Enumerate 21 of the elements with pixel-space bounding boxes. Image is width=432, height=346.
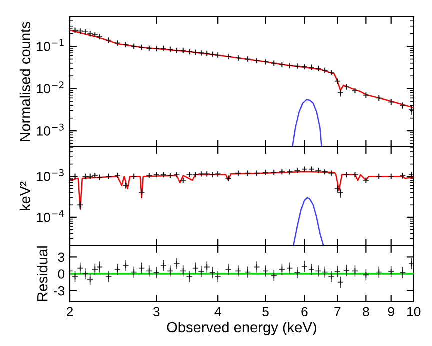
y-axis-title: Residual bbox=[37, 246, 48, 302]
y-tick-label: -3 bbox=[54, 286, 65, 296]
y-axis-title: Normalised counts bbox=[20, 22, 31, 142]
y-tick-label: 3 bbox=[58, 252, 65, 262]
y-tick-label: 10$^{−2}$ bbox=[37, 82, 64, 94]
x-tick-label: 6 bbox=[302, 307, 308, 317]
y-tick-label: 10$^{−1}$ bbox=[37, 39, 64, 52]
x-tick-label: 3 bbox=[153, 307, 160, 317]
y-tick-label: 10$^{−3}$ bbox=[37, 169, 64, 182]
y-tick-label: 0 bbox=[58, 270, 65, 279]
x-tick-label: 5 bbox=[262, 307, 269, 317]
x-tick-label: 7 bbox=[334, 307, 341, 316]
y-tick-label: 10$^{−4}$ bbox=[37, 210, 64, 222]
x-tick-label: 9 bbox=[388, 307, 394, 317]
x-tick-label: 2 bbox=[66, 307, 73, 316]
x-tick-label: 8 bbox=[363, 307, 370, 317]
x-tick-label: 10 bbox=[408, 307, 421, 317]
x-tick-label: 4 bbox=[214, 307, 222, 316]
y-tick-label: 10$^{−3}$ bbox=[37, 124, 64, 136]
y-axis-title: keV² bbox=[20, 182, 31, 211]
x-axis-title: Observed energy (keV) bbox=[167, 322, 316, 336]
